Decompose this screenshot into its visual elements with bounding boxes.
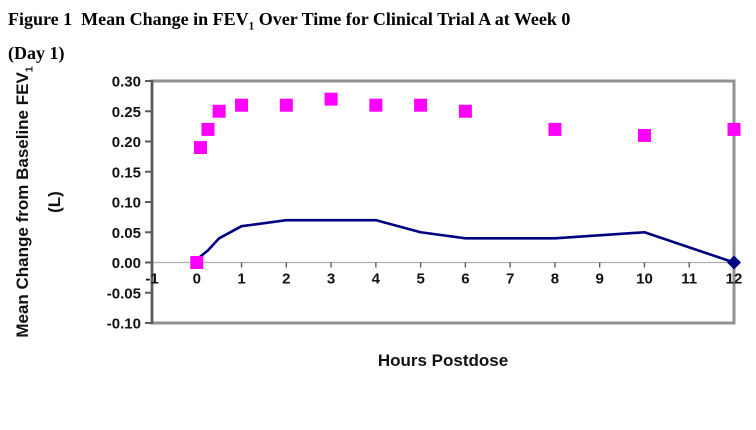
x-tick-label: 8: [551, 271, 559, 288]
figure-title-line2: (Day 1): [8, 42, 65, 63]
x-tick-label: 2: [282, 271, 290, 288]
x-axis-title: Hours Postdose: [377, 351, 509, 370]
figure-title: Figure 1 Mean Change in FEV1 Over Time f…: [8, 6, 748, 66]
square-marker: [201, 122, 215, 136]
x-tick-label: 5: [416, 271, 424, 288]
y-axis-title-unit: (L): [45, 191, 65, 213]
square-marker: [193, 141, 207, 155]
y-tick-label: -0.05: [107, 285, 141, 302]
square-marker: [637, 128, 651, 142]
square-marker: [235, 98, 249, 112]
y-tick-label: 0.30: [112, 74, 141, 91]
y-tick-label: 0.10: [112, 195, 141, 212]
square-marker: [324, 92, 338, 106]
diamond-marker: [727, 255, 741, 270]
x-tick-label: 9: [596, 271, 604, 288]
y-tick-label: 0.00: [112, 255, 141, 272]
square-marker: [458, 104, 472, 118]
figure-title-text-cont: Over Time for Clinical Trial A at Week 0: [254, 9, 571, 29]
x-tick-label: 3: [327, 271, 335, 288]
square-marker: [212, 104, 226, 118]
x-tick-label: 6: [461, 271, 469, 288]
y-axis-title-line1: Mean Change from Baseline FEV1: [10, 52, 42, 352]
square-marker: [279, 98, 293, 112]
square-marker: [369, 98, 383, 112]
y-axis-fev-subscript: 1: [23, 66, 36, 73]
y-tick-label: 0.15: [112, 164, 141, 181]
square-marker: [414, 98, 428, 112]
x-tick-label: 1: [237, 271, 245, 288]
y-tick-label: 0.05: [112, 225, 141, 242]
x-tick-label: 11: [681, 271, 697, 288]
y-axis-title-text: Mean Change from Baseline FEV: [13, 72, 32, 338]
y-tick-label: 0.20: [112, 134, 141, 151]
fev-subscript: 1: [248, 20, 255, 33]
x-tick-label: 0: [193, 271, 201, 288]
y-axis-title: Mean Change from Baseline FEV1 (L): [10, 52, 64, 352]
trend-line: [195, 218, 736, 264]
x-tick-label: 12: [726, 271, 743, 288]
x-tick-label: 4: [372, 271, 381, 288]
square-marker: [548, 122, 562, 136]
figure-title-text: Figure 1 Mean Change in FEV: [8, 9, 249, 29]
y-tick-label: -0.10: [107, 316, 141, 333]
figure-title-line1: Figure 1 Mean Change in FEV1 Over Time f…: [8, 6, 748, 40]
x-tick-label: 10: [636, 271, 653, 288]
square-marker: [190, 256, 204, 269]
square-marker: [727, 122, 741, 136]
x-tick-label: 7: [506, 271, 514, 288]
x-tick-label: -1: [145, 271, 158, 288]
y-tick-label: 0.25: [112, 104, 141, 121]
